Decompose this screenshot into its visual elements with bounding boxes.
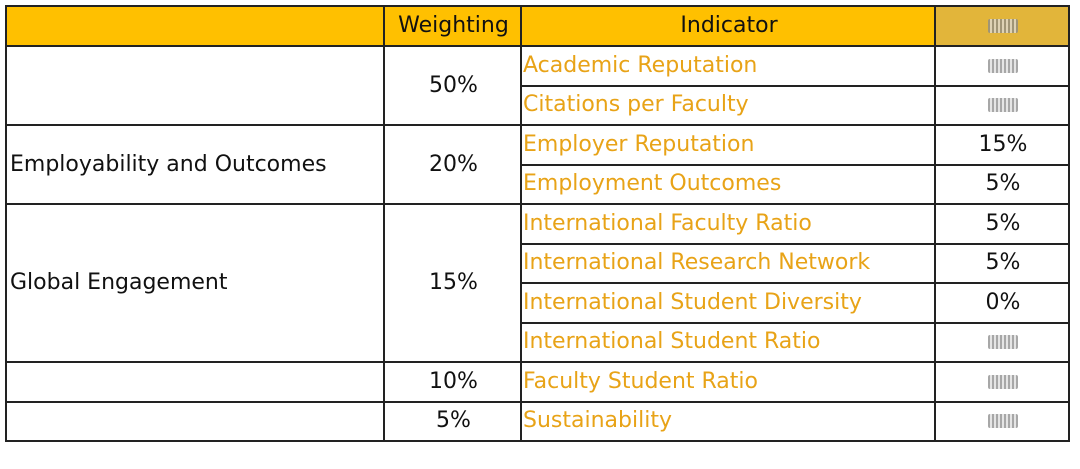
indicator-cell: Sustainability: [520, 400, 936, 442]
weighting-table: Weighting Indicator 50% Academic Reputati…: [5, 5, 1070, 442]
lens-weighting-cell: 20%: [383, 124, 522, 205]
header-row: Weighting Indicator: [5, 5, 1070, 47]
lens-cell: [5, 400, 385, 442]
lens-weighting-cell: 50%: [383, 45, 522, 126]
indicator-weight-cell: [934, 321, 1070, 363]
lens-weighting-cell: 15%: [383, 203, 522, 363]
table-row: Employability and Outcomes 20% Employer Re…: [5, 124, 1070, 205]
lens-cell: Employability and Outcomes: [5, 124, 385, 205]
indicator-weight-cell: 15%: [934, 124, 1070, 166]
table-row: 5% Sustainability: [5, 400, 1070, 442]
indicator-cell: Employment Outcomes: [520, 163, 936, 205]
redacted-header: [988, 19, 1018, 33]
indicator-cell: International Faculty Ratio: [520, 203, 936, 245]
table-row: International Student Ratio: [6, 321, 1070, 363]
indicator-cell: Faculty Student Ratio: [520, 361, 936, 403]
redacted-value: [988, 335, 1018, 350]
indicator-weight-cell: [934, 45, 1070, 87]
indicator-weight-cell: [934, 361, 1070, 403]
table-row: 10% Faculty Student Ratio: [5, 361, 1070, 403]
indicator-weight-cell: [934, 400, 1070, 442]
table-row: International Research Network 5%: [6, 242, 1070, 284]
indicator-weight-cell: 5%: [934, 242, 1070, 284]
indicator-cell: Employer Reputation: [520, 124, 936, 166]
indicator-weight-cell: [934, 84, 1070, 126]
indicator-weight-cell: 5%: [934, 163, 1070, 205]
table-row: International Student Diversity 0%: [6, 282, 1070, 324]
table-row: Employment Outcomes 5%: [6, 163, 1070, 205]
indicator-cell: International Student Ratio: [520, 321, 936, 363]
lens-cell: [5, 361, 385, 403]
lens-weighting-cell: 10%: [383, 361, 522, 403]
indicator-cell: Citations per Faculty: [520, 84, 936, 126]
redacted-value: [988, 58, 1018, 73]
header-lens: [5, 5, 385, 47]
table-row: Citations per Faculty: [6, 84, 1070, 126]
redacted-value: [988, 98, 1018, 113]
indicator-cell: International Student Diversity: [520, 282, 936, 324]
indicator-cell: Academic Reputation: [520, 45, 936, 87]
indicator-cell: International Research Network: [520, 242, 936, 284]
lens-cell: [5, 45, 385, 126]
header-weighting: Weighting: [383, 5, 522, 47]
table-body: 50% Academic Reputation Citations per Facu…: [5, 45, 1070, 442]
table-row: Global Engagement 15% International Facult…: [5, 203, 1070, 363]
indicator-weight-cell: 5%: [934, 203, 1070, 245]
redacted-value: [988, 414, 1018, 429]
table-row: 50% Academic Reputation: [5, 45, 1070, 126]
redacted-value: [988, 374, 1018, 389]
indicator-weight-cell: 0%: [934, 282, 1070, 324]
header-indicator: Indicator: [520, 5, 936, 47]
lens-cell: Global Engagement: [5, 203, 385, 363]
lens-weighting-cell: 5%: [383, 400, 522, 442]
header-indicator-weight: [934, 5, 1070, 47]
